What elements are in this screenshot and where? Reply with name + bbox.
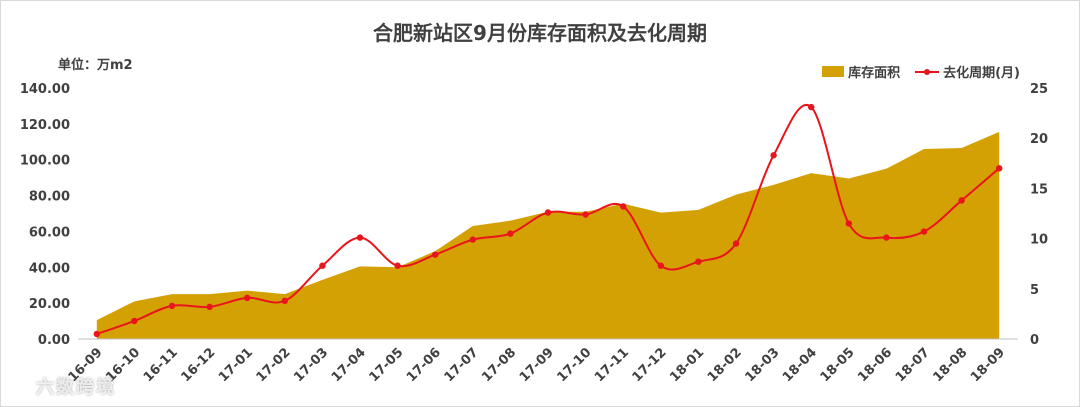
y-right-tick-label: 20 [1030, 132, 1048, 147]
line-point [206, 303, 213, 311]
line-point [244, 294, 251, 302]
y-right-tick-label: 10 [1030, 233, 1048, 248]
y-left-tick-label: 140.00 [20, 82, 70, 97]
x-tick-label: 18-05 [818, 345, 858, 385]
x-tick-label: 17-11 [592, 345, 632, 385]
line-point [845, 220, 852, 227]
legend-item-area: 库存面积 [822, 62, 900, 81]
x-tick-label: 17-08 [479, 345, 519, 385]
line-point [582, 211, 589, 218]
legend: 库存面积 去化周期(月) [822, 62, 1020, 81]
x-tick-label: 18-01 [667, 345, 707, 385]
line-point [469, 236, 476, 243]
line-point [394, 262, 401, 269]
y-right-tick-label: 0 [1030, 333, 1039, 348]
line-point [883, 234, 890, 241]
line-point [920, 228, 928, 235]
y-right-tick-label: 25 [1030, 82, 1048, 97]
line-point [996, 165, 1003, 172]
x-tick-label: 18-02 [705, 345, 745, 385]
line-point [695, 258, 702, 265]
x-tick-label: 16-12 [178, 345, 218, 385]
x-tick-label: 17-05 [366, 345, 406, 385]
line-point [620, 203, 627, 210]
line-point [93, 330, 101, 338]
x-tick-label: 18-07 [893, 345, 933, 385]
y-right-tick-label: 5 [1030, 283, 1039, 298]
x-tick-label: 17-10 [554, 345, 594, 385]
line-point [657, 262, 664, 269]
line-point [732, 240, 740, 247]
x-tick-label: 17-02 [254, 345, 294, 385]
unit-label: 单位：万m2 [58, 58, 133, 73]
x-tick-label: 17-01 [216, 345, 256, 385]
legend-line-swatch [915, 68, 940, 75]
x-tick-label: 17-12 [630, 345, 670, 385]
y-left-tick-label: 40.00 [29, 261, 70, 276]
x-tick-label: 17-06 [404, 345, 444, 385]
chart-title: 合肥新站区9月份库存面积及去化周期 [373, 21, 707, 45]
line-point [432, 251, 439, 258]
y-left-tick-label: 120.00 [20, 118, 70, 133]
line-point [808, 103, 815, 111]
x-tick-label: 16-11 [141, 345, 181, 385]
legend-area-swatch [822, 66, 845, 77]
x-tick-label: 18-03 [742, 345, 782, 385]
x-tick-label: 18-09 [968, 345, 1008, 385]
y-left-tick-label: 80.00 [29, 190, 70, 205]
x-tick-label: 17-07 [442, 345, 482, 385]
x-tick-label: 18-06 [855, 345, 895, 385]
line-point [356, 234, 364, 241]
y-right-tick-label: 15 [1030, 182, 1048, 197]
legend-item-line: 去化周期(月) [914, 62, 1020, 81]
y-left-tick-label: 20.00 [29, 297, 70, 312]
area-series-inventory [96, 131, 1000, 339]
y-left-tick-label: 0.00 [38, 333, 70, 348]
y-left-tick-label: 100.00 [20, 154, 70, 169]
x-tick-label: 18-08 [930, 345, 970, 385]
line-point [281, 297, 288, 305]
watermark-text: 六数跨境 [36, 377, 116, 398]
line-point [131, 317, 138, 325]
line-point [507, 230, 514, 237]
legend-line-label: 去化周期(月) [943, 66, 1020, 81]
line-point [544, 209, 552, 216]
line-point [958, 197, 965, 204]
x-tick-label: 17-03 [291, 345, 331, 385]
x-tick-label: 17-09 [517, 345, 557, 385]
legend-area-label: 库存面积 [848, 66, 901, 81]
line-point [770, 152, 777, 159]
x-tick-label: 17-04 [329, 345, 369, 385]
line-point [168, 302, 176, 310]
x-tick-label: 18-04 [780, 345, 820, 385]
line-point [319, 262, 326, 269]
y-left-tick-label: 60.00 [29, 225, 70, 240]
